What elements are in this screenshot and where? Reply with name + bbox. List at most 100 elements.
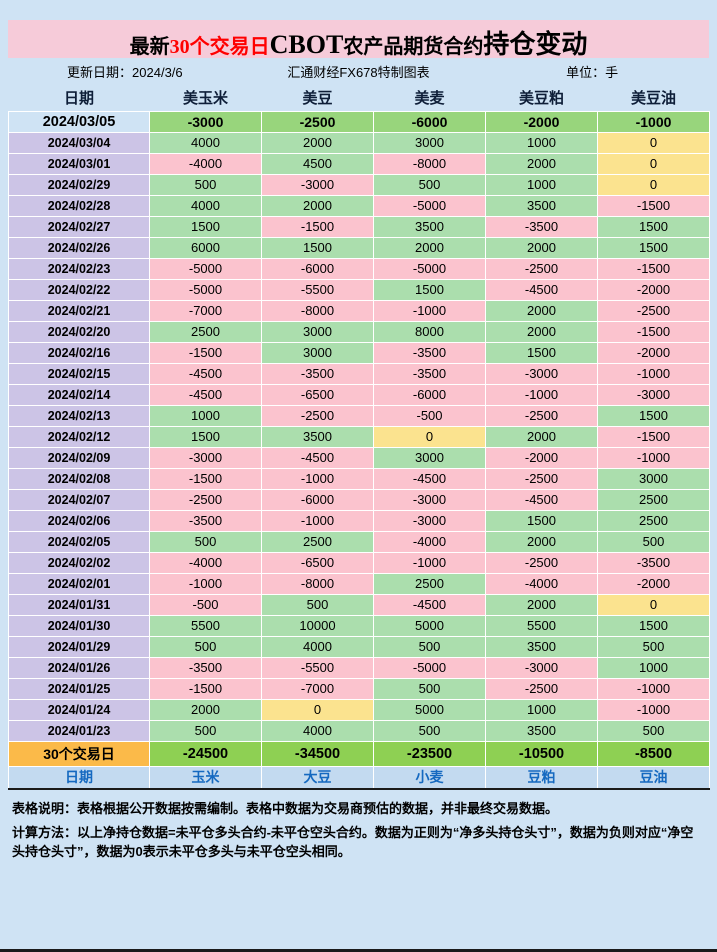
value-cell: 500 bbox=[597, 530, 710, 553]
value-cell: -1000 bbox=[373, 299, 486, 322]
value-cell: -2500 bbox=[261, 110, 374, 133]
date-cell: 2024/02/05 bbox=[8, 530, 150, 553]
value-cell: -1500 bbox=[597, 320, 710, 343]
value-cell: -7000 bbox=[261, 677, 374, 700]
value-cell: 0 bbox=[261, 698, 374, 721]
note-label: 计算方法： bbox=[12, 824, 78, 840]
value-cell: -3500 bbox=[597, 551, 710, 574]
value-cell: 1500 bbox=[149, 215, 262, 238]
date-cell: 2024/01/31 bbox=[8, 593, 150, 616]
value-cell: 4000 bbox=[261, 719, 374, 742]
date-cell: 2024/02/09 bbox=[8, 446, 150, 469]
value-cell: 1000 bbox=[485, 698, 598, 721]
value-cell: -2000 bbox=[597, 278, 710, 301]
value-cell: -2500 bbox=[485, 257, 598, 280]
value-cell: 2000 bbox=[485, 236, 598, 259]
value-cell: -5000 bbox=[149, 278, 262, 301]
date-cell: 2024/02/20 bbox=[8, 320, 150, 343]
table-row: 2024/01/30 5500 10000 5000 5500 1500 bbox=[8, 614, 710, 637]
table-row: 2024/01/31 -500 500 -4500 2000 0 bbox=[8, 593, 710, 616]
value-cell: 2000 bbox=[485, 299, 598, 322]
summary-value-soybean: -34500 bbox=[261, 740, 374, 767]
table-row: 2024/02/12 1500 3500 0 2000 -1500 bbox=[8, 425, 710, 448]
value-cell: 2000 bbox=[149, 698, 262, 721]
date-cell: 2024/02/23 bbox=[8, 257, 150, 280]
value-cell: 500 bbox=[149, 719, 262, 742]
value-cell: -1500 bbox=[149, 341, 262, 364]
column-header-soymeal: 美豆粕 bbox=[518, 89, 564, 107]
value-cell: -2000 bbox=[597, 341, 710, 364]
value-cell: 1500 bbox=[597, 404, 710, 427]
value-cell: 1000 bbox=[485, 131, 598, 154]
value-cell: -4500 bbox=[149, 362, 262, 385]
value-cell: 3500 bbox=[485, 194, 598, 217]
date-cell: 2024/03/01 bbox=[8, 152, 150, 175]
latest-row: 2024/03/05 -3000 -2500 -6000 -2000 -1000 bbox=[8, 110, 710, 133]
date-cell: 2024/02/21 bbox=[8, 299, 150, 322]
value-cell: 2000 bbox=[485, 152, 598, 175]
footer-label-date: 日期 bbox=[8, 765, 150, 790]
value-cell: 1500 bbox=[597, 215, 710, 238]
value-cell: -3000 bbox=[149, 110, 262, 133]
value-cell: -5500 bbox=[261, 278, 374, 301]
value-cell: 500 bbox=[261, 593, 374, 616]
value-cell: 2500 bbox=[149, 320, 262, 343]
value-cell: -2000 bbox=[485, 446, 598, 469]
title-cbot: CBOT bbox=[269, 30, 344, 59]
value-cell: -4500 bbox=[485, 488, 598, 511]
table-row: 2024/02/07 -2500 -6000 -3000 -4500 2500 bbox=[8, 488, 710, 511]
value-cell: -2500 bbox=[485, 551, 598, 574]
value-cell: 500 bbox=[373, 635, 486, 658]
date-cell: 2024/01/30 bbox=[8, 614, 150, 637]
table-row: 2024/02/28 4000 2000 -5000 3500 -1500 bbox=[8, 194, 710, 217]
value-cell: -2500 bbox=[485, 677, 598, 700]
value-cell: 500 bbox=[373, 173, 486, 196]
table-notes: 表格说明：表格根据公开数据按需编制。表格中数据为交易商预估的数据，并非最终交易数… bbox=[8, 790, 709, 862]
value-cell: 0 bbox=[597, 152, 710, 175]
value-cell: 8000 bbox=[373, 320, 486, 343]
value-cell: 0 bbox=[597, 131, 710, 154]
value-cell: -1500 bbox=[597, 194, 710, 217]
value-cell: -5000 bbox=[373, 194, 486, 217]
value-cell: 5500 bbox=[149, 614, 262, 637]
date-cell: 2024/02/14 bbox=[8, 383, 150, 406]
table-row: 2024/02/22 -5000 -5500 1500 -4500 -2000 bbox=[8, 278, 710, 301]
value-cell: 500 bbox=[149, 173, 262, 196]
position-change-table: 日期 美玉米 美豆 美麦 美豆粕 美豆油 2024/03/05 -3000 -250… bbox=[8, 84, 710, 790]
date-cell: 2024/02/15 bbox=[8, 362, 150, 385]
value-cell: -1000 bbox=[485, 383, 598, 406]
value-cell: -2000 bbox=[485, 110, 598, 133]
value-cell: -2500 bbox=[485, 467, 598, 490]
note-text: 以上净持仓数据=未平仓多头合约-未平仓空头合约。数据为正则为“净多头持仓头寸”，… bbox=[12, 824, 694, 860]
date-cell: 2024/01/23 bbox=[8, 719, 150, 742]
value-cell: 3500 bbox=[485, 635, 598, 658]
table-row: 2024/01/25 -1500 -7000 500 -2500 -1000 bbox=[8, 677, 710, 700]
date-cell: 2024/02/16 bbox=[8, 341, 150, 364]
value-cell: -6000 bbox=[261, 488, 374, 511]
value-cell: 500 bbox=[149, 530, 262, 553]
value-cell: 5000 bbox=[373, 614, 486, 637]
table-row: 2024/02/27 1500 -1500 3500 -3500 1500 bbox=[8, 215, 710, 238]
table-row: 2024/02/20 2500 3000 8000 2000 -1500 bbox=[8, 320, 710, 343]
value-cell: 6000 bbox=[149, 236, 262, 259]
value-cell: -500 bbox=[373, 404, 486, 427]
table-header: 日期 美玉米 美豆 美麦 美豆粕 美豆油 bbox=[9, 84, 710, 111]
value-cell: 500 bbox=[373, 677, 486, 700]
value-cell: 1000 bbox=[149, 404, 262, 427]
value-cell: -1500 bbox=[149, 467, 262, 490]
column-header-date: 日期 bbox=[63, 89, 94, 107]
footer-label-soymeal: 豆粕 bbox=[485, 765, 598, 790]
value-cell: -4500 bbox=[261, 446, 374, 469]
value-cell: 2500 bbox=[261, 530, 374, 553]
value-cell: 500 bbox=[597, 635, 710, 658]
note-calculation-method: 计算方法：以上净持仓数据=未平仓多头合约-未平仓空头合约。数据为正则为“净多头持… bbox=[12, 823, 705, 862]
summary-value-wheat: -23500 bbox=[373, 740, 486, 767]
value-cell: 4000 bbox=[149, 131, 262, 154]
value-cell: 5000 bbox=[373, 698, 486, 721]
value-cell: -3500 bbox=[149, 509, 262, 532]
column-header-corn: 美玉米 bbox=[182, 89, 228, 107]
value-cell: 0 bbox=[597, 593, 710, 616]
footer-label-row: 日期 玉米 大豆 小麦 豆粕 豆油 bbox=[8, 765, 710, 790]
value-cell: -3500 bbox=[485, 215, 598, 238]
value-cell: -1500 bbox=[597, 425, 710, 448]
